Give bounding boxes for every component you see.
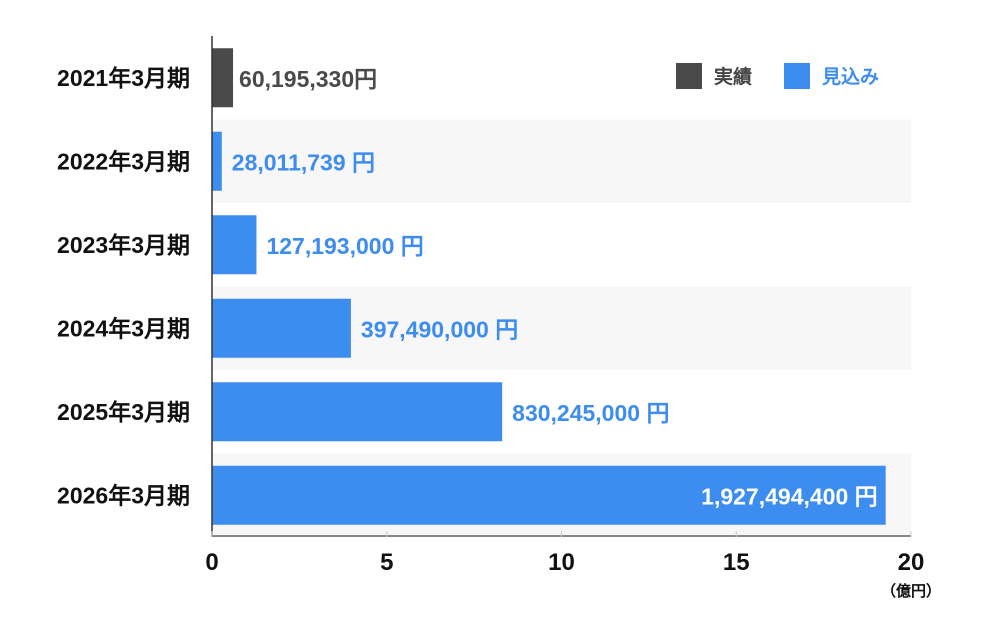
x-tick-label: 20 <box>898 549 925 576</box>
value-label: 127,193,000 円 <box>266 233 423 259</box>
value-label: 60,195,330円 <box>239 66 377 92</box>
category-label: 2024年3月期 <box>57 315 190 341</box>
legend-label-forecast: 見込み <box>822 66 879 88</box>
x-axis-unit: （億円） <box>881 582 941 600</box>
value-label: 397,490,000 円 <box>361 316 518 342</box>
bar-2025年3月期 <box>212 382 503 442</box>
x-tick-label: 10 <box>548 549 575 576</box>
value-label: 830,245,000 円 <box>512 400 669 426</box>
legend-swatch-actual <box>676 63 702 89</box>
legend-swatch-forecast <box>784 63 810 89</box>
legend-label-actual: 実績 <box>714 65 752 88</box>
bar-2021年3月期 <box>212 48 234 108</box>
category-label: 2023年3月期 <box>57 232 190 258</box>
bar-2024年3月期 <box>212 298 351 358</box>
row-band <box>212 119 911 203</box>
bar-2022年3月期 <box>212 131 222 191</box>
category-label: 2025年3月期 <box>57 399 190 425</box>
value-label: 1,927,494,400 円 <box>701 483 877 509</box>
bar-2023年3月期 <box>212 215 257 275</box>
category-label: 2026年3月期 <box>57 482 190 508</box>
x-tick-label: 5 <box>380 549 393 576</box>
category-label: 2022年3月期 <box>57 148 190 174</box>
x-tick-label: 0 <box>205 549 218 576</box>
value-label: 28,011,739 円 <box>232 149 375 175</box>
bar-2026年3月期 <box>212 465 886 525</box>
x-tick-label: 15 <box>723 549 750 576</box>
category-label: 2021年3月期 <box>57 65 190 91</box>
